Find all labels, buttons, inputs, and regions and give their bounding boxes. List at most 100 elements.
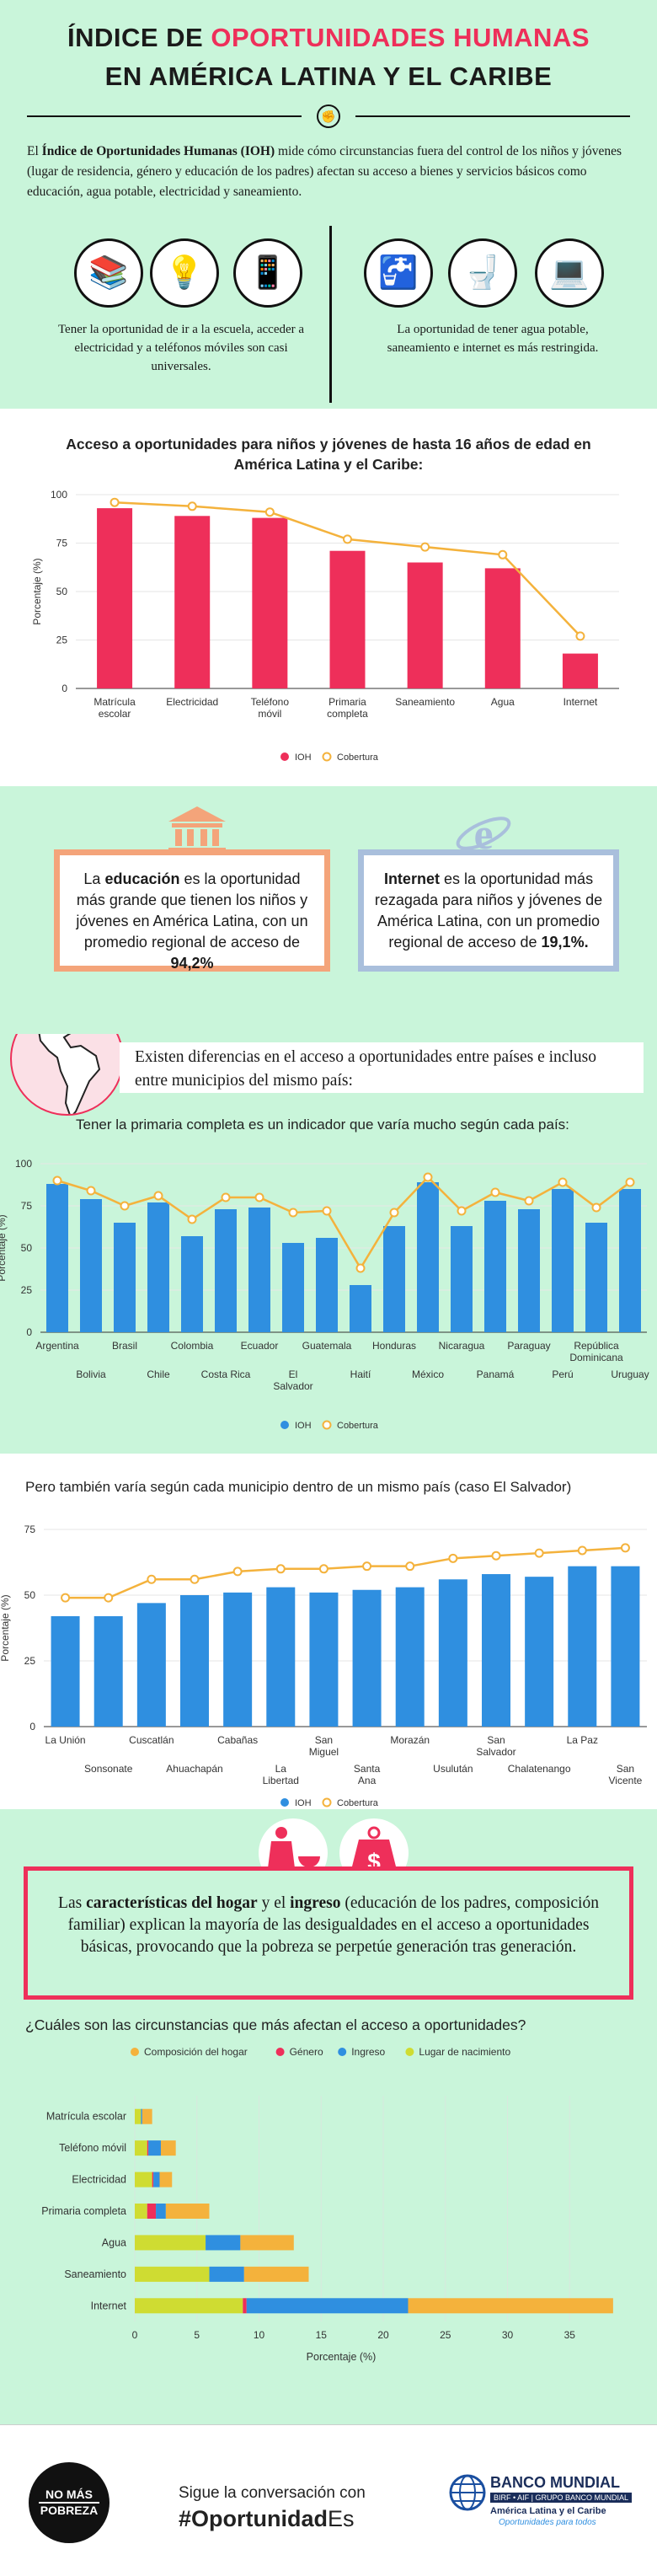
x-tick-label: El Salvador: [273, 1368, 312, 1392]
line-point: [405, 1561, 415, 1572]
bar: [282, 1243, 304, 1332]
y-tick-label: Teléfono móvil: [59, 2142, 126, 2154]
stacked-bar-segment: [148, 2140, 161, 2156]
y-axis-label: Porcentaje (%): [0, 1594, 11, 1661]
x-tick-label: México: [412, 1368, 444, 1380]
y-tick-label: 75: [24, 1524, 36, 1535]
line-point: [575, 631, 585, 641]
bank-subtitle: BIRF • AIF | GRUPO BANCO MUNDIAL: [490, 2493, 633, 2503]
x-tick-label: San Vicente: [609, 1763, 643, 1786]
header-section: ÍNDICE DE OPORTUNIDADES HUMANAS EN AMÉRI…: [0, 0, 657, 409]
legend-marker: [405, 2048, 414, 2056]
stacked-bar-segment: [243, 2298, 247, 2314]
line-point: [288, 1208, 298, 1218]
y-tick-label: 25: [56, 635, 68, 646]
line-point: [318, 1564, 328, 1574]
x-tick-label: Santa Ana: [354, 1763, 381, 1786]
school-building-icon: [168, 806, 226, 853]
x-tick-label: San Salvador: [476, 1734, 515, 1758]
line-point: [577, 1545, 587, 1556]
legend-cobertura-marker: [322, 1797, 332, 1807]
x-tick-label: Brasil: [112, 1340, 137, 1352]
bar: [611, 1566, 640, 1727]
bar: [407, 562, 443, 688]
stacked-bar-segment: [160, 2140, 176, 2156]
stacked-bar-segment: [135, 2140, 147, 2156]
x-tick-label: 20: [377, 2329, 389, 2341]
no-mas-pobreza-badge[interactable]: NO MÁS POBREZA: [29, 2462, 110, 2543]
y-tick-label: Agua: [102, 2236, 126, 2248]
chart2-svg: 0 25 50 75 100 Porcentaje (%) Argentina Bolivia…: [0, 1158, 649, 1431]
stacked-bar-segment: [243, 2266, 309, 2282]
stacked-bar-segment: [246, 2298, 409, 2314]
line-point: [448, 1553, 458, 1563]
x-tick-label: Honduras: [372, 1340, 416, 1352]
right-caption: La oportunidad de tener agua potable, sa…: [387, 323, 599, 355]
chart1-section: Acceso a oportunidades para niños y jóve…: [0, 409, 657, 786]
bar: [350, 1285, 371, 1332]
bar: [80, 1199, 102, 1332]
legend-marker: [275, 2048, 285, 2056]
stacked-bar-segment: [135, 2298, 243, 2314]
line-point: [61, 1593, 71, 1603]
line-point: [534, 1548, 544, 1558]
x-tick-label: La Paz: [567, 1734, 598, 1746]
svg-text:e: e: [473, 811, 493, 859]
legend-label: Género: [290, 2046, 323, 2058]
faucet-icon: 🚰: [364, 238, 433, 308]
stacked-bar-segment: [142, 2108, 152, 2124]
world-bank-globe-icon: [449, 2474, 486, 2511]
y-tick-label: 75: [21, 1200, 33, 1212]
y-tick-label: 0: [26, 1326, 32, 1338]
bar: [180, 1595, 209, 1727]
line-point: [423, 1172, 433, 1182]
bar: [266, 1587, 296, 1727]
divider-line-right: [355, 115, 630, 117]
y-tick-label: Internet: [91, 2300, 127, 2311]
line-point: [190, 1574, 200, 1584]
x-tick-label: Matrícula escolar: [93, 696, 136, 720]
bar: [482, 1574, 510, 1727]
line-point: [153, 1191, 163, 1201]
legend-marker: [338, 2048, 347, 2056]
chart3-title: Pero también varía según cada municipio …: [25, 1479, 572, 1495]
line-point: [591, 1202, 601, 1213]
line-point: [232, 1566, 243, 1577]
legend-ioh-marker: [280, 752, 289, 761]
x-tick-label: Cabañas: [217, 1734, 258, 1746]
x-tick-label: Primaria completa: [327, 696, 368, 720]
y-tick-label: 50: [56, 586, 68, 597]
follow-text: Sigue la conversación con: [179, 2484, 366, 2502]
chart3-svg: 0 25 50 75 Porcentaje (%) La Unión Sonsonate Cu…: [0, 1524, 647, 1807]
x-tick-label: República Dominicana: [569, 1340, 623, 1363]
legend-ioh-label: IOH: [295, 752, 312, 763]
left-caption: Tener la oportunidad de ir a la escuela,…: [57, 323, 305, 373]
stacked-bar-segment: [152, 2172, 154, 2188]
x-tick-label: Sonsonate: [84, 1763, 133, 1775]
x-tick-label: Nicaragua: [439, 1340, 485, 1352]
x-tick-label: 0: [132, 2329, 138, 2341]
bar: [619, 1189, 641, 1332]
x-tick-label: 5: [194, 2329, 200, 2341]
y-tick-label: 100: [51, 489, 67, 501]
bar: [147, 1202, 169, 1332]
title-line1: ÍNDICE DE: [67, 23, 211, 52]
x-tick-label: Teléfono móvil: [251, 696, 290, 720]
line-point: [52, 1176, 62, 1186]
bar: [552, 1189, 574, 1332]
x-tick-label: 30: [502, 2329, 514, 2341]
legend-ioh-marker: [280, 1798, 289, 1807]
bar: [215, 1209, 237, 1332]
x-tick-label: La Unión: [45, 1734, 86, 1746]
chart4-svg: Composición del hogar Género Ingreso Lugar …: [41, 2046, 613, 2363]
line-point: [389, 1208, 399, 1218]
bar: [451, 1226, 473, 1332]
highlights-section: La educación es la oportunidad más grand…: [0, 786, 657, 1034]
education-highlight-box: La educación es la oportunidad más grand…: [54, 849, 330, 972]
hashtag-link[interactable]: #OportunidadEs: [179, 2506, 355, 2531]
x-tick-label: San Miguel: [309, 1734, 339, 1758]
bar: [484, 1201, 506, 1332]
divider-line-left: [27, 115, 302, 117]
x-tick-label: Panamá: [477, 1368, 515, 1380]
stacked-bar-segment: [135, 2235, 206, 2251]
